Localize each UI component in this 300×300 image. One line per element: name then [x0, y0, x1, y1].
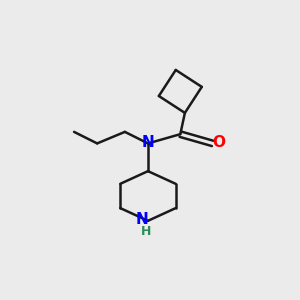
- Text: N: N: [135, 212, 148, 227]
- Text: N: N: [142, 135, 154, 150]
- Text: O: O: [213, 136, 226, 151]
- Text: H: H: [141, 225, 151, 239]
